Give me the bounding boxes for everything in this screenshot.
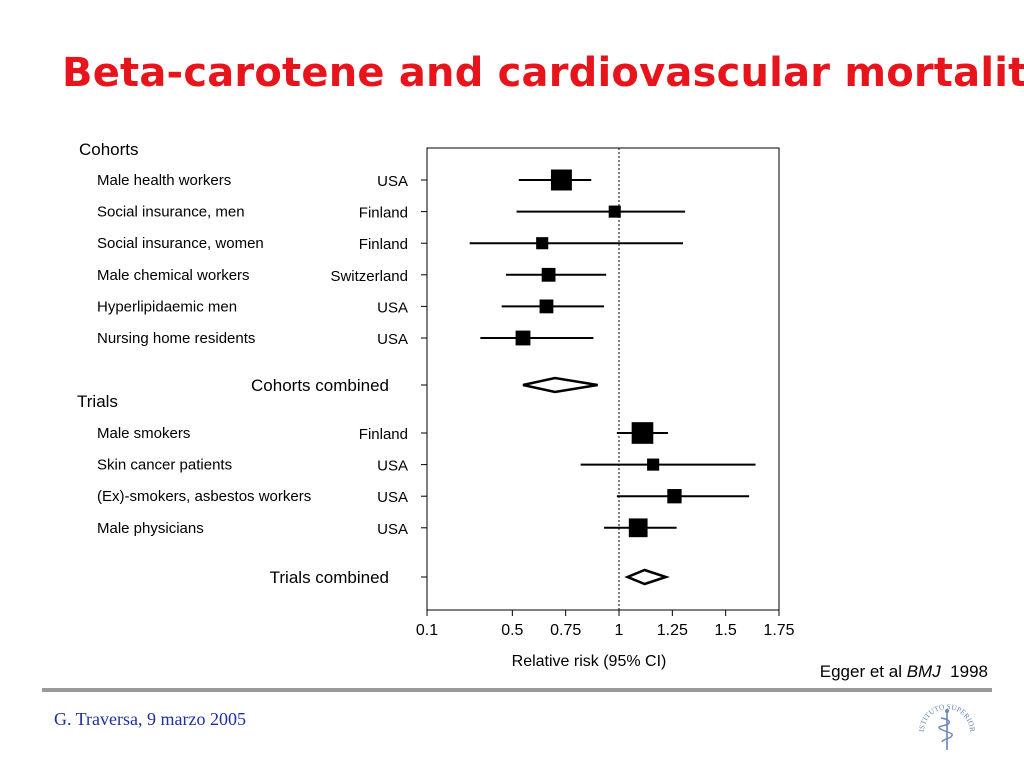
x-tick-label: 0.1 xyxy=(416,622,438,639)
study-label: Social insurance, women xyxy=(97,235,264,252)
study-label: Skin cancer patients xyxy=(97,457,232,474)
study-country: Finland xyxy=(359,236,408,253)
x-tick-label: 0.75 xyxy=(550,622,581,639)
pooled-estimate-diamond xyxy=(624,568,670,586)
point-estimate xyxy=(608,205,621,218)
combined-label: Trials combined xyxy=(270,568,389,587)
study-country: Finland xyxy=(359,205,408,222)
study-label: Social insurance, men xyxy=(97,204,245,221)
point-estimate xyxy=(539,299,554,314)
point-estimate xyxy=(541,267,556,282)
pooled-estimate-diamond xyxy=(522,376,598,394)
x-tick-label: 1.25 xyxy=(657,622,688,639)
citation-author: Egger et al xyxy=(819,662,902,681)
study-country: USA xyxy=(377,489,408,506)
point-estimate xyxy=(550,169,572,191)
study-label: Nursing home residents xyxy=(97,330,255,347)
forest-plot: 0.1 0.5 0.75 1 1.25 1.5 1.75 Relative risk (95%… xyxy=(77,140,795,670)
study-country: USA xyxy=(377,299,408,316)
study-label: Male chemical workers xyxy=(97,267,250,284)
combined-label: Cohorts combined xyxy=(251,376,389,395)
svg-text:ISTITUTO SUPERIORE DI SANITÀ: ISTITUTO SUPERIORE DI SANITÀ xyxy=(912,698,977,732)
point-estimate xyxy=(536,237,549,250)
group-label: Cohorts xyxy=(79,140,139,159)
institute-seal-logo: ISTITUTO SUPERIORE DI SANITÀ xyxy=(912,698,977,750)
point-estimate xyxy=(667,489,682,504)
study-country: Finland xyxy=(359,426,408,443)
footer-divider xyxy=(42,688,992,692)
point-estimate xyxy=(647,458,660,471)
study-label: Male health workers xyxy=(97,172,231,189)
study-country: USA xyxy=(377,521,408,538)
study-label: Male physicians xyxy=(97,520,204,537)
study-label: (Ex)-smokers, asbestos workers xyxy=(97,488,311,505)
footer-author-date: G. Traversa, 9 marzo 2005 xyxy=(54,709,246,729)
study-label: Hyperlipidaemic men xyxy=(97,298,237,315)
group-label: Trials xyxy=(77,392,118,411)
study-country: Switzerland xyxy=(330,268,408,285)
x-axis-label: Relative risk (95% CI) xyxy=(512,653,667,670)
x-tick-label: 0.5 xyxy=(501,622,523,639)
study-country: USA xyxy=(377,458,408,475)
citation-journal: BMJ xyxy=(906,662,941,681)
plot-frame xyxy=(426,147,780,611)
study-country: USA xyxy=(377,331,408,348)
x-tick-label: 1.75 xyxy=(763,622,794,639)
point-estimate xyxy=(628,518,648,538)
slide-title: Beta-carotene and cardiovascular mortali… xyxy=(62,50,1024,96)
x-tick-label: 1 xyxy=(615,622,624,639)
study-label: Male smokers xyxy=(97,425,190,442)
x-tick-label: 1.5 xyxy=(715,622,737,639)
point-estimate xyxy=(631,422,654,444)
point-estimate xyxy=(515,330,531,346)
citation-year: 1998 xyxy=(950,662,988,681)
citation: Egger et al BMJ 1998 xyxy=(820,662,988,682)
study-country: USA xyxy=(377,173,408,190)
